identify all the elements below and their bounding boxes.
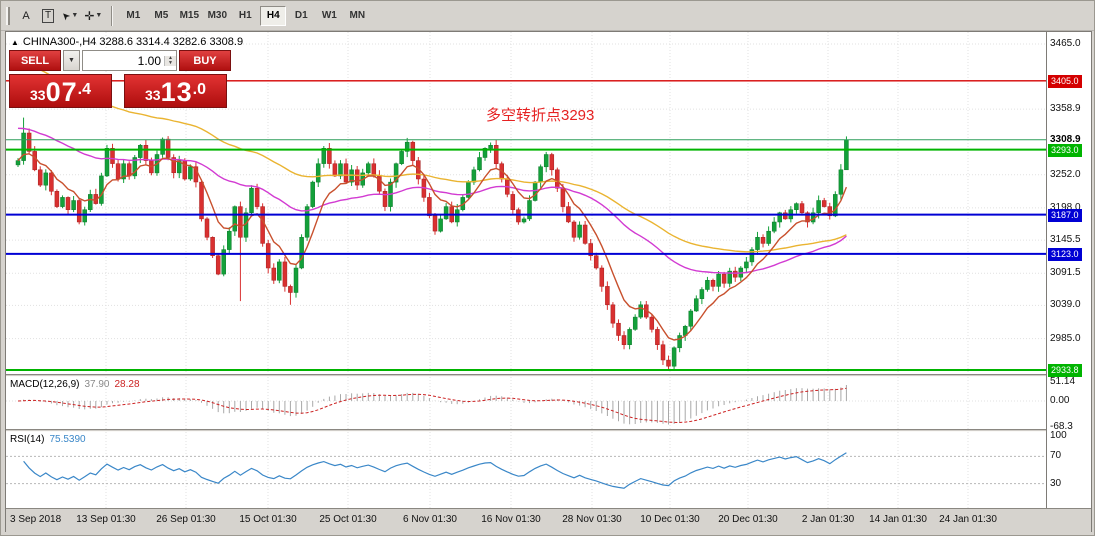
buy-price-prefix: 33 xyxy=(145,87,161,103)
buy-price-big: 13 xyxy=(160,77,193,107)
sell-price-dec: .4 xyxy=(77,81,91,98)
macd-axis-label: 51.14 xyxy=(1050,375,1076,387)
crosshair-icon: ✛ xyxy=(84,8,95,23)
cursor-tool-button[interactable]: ➤ ▼ xyxy=(59,5,81,27)
chart-annotation: 多空转折点3293 xyxy=(486,107,595,124)
tf-button-h1[interactable]: H1 xyxy=(238,10,252,21)
rsi-axis-label: 100 xyxy=(1050,430,1067,441)
rsi-axis-label: 30 xyxy=(1050,477,1062,489)
symbol-ohlc-text: CHINA300-,H4 3288.6 3314.4 3282.6 3308.9 xyxy=(22,36,244,48)
chevron-down-icon: ▼ xyxy=(71,12,79,19)
rsi-panel[interactable]: RSI(14) 75.5390 xyxy=(6,432,1046,508)
one-click-trading-widget: SELL ▼ 1.00 ▲ ▼ BUY 33 07.4 33 13.0 xyxy=(9,50,231,108)
tf-button-m30[interactable]: M30 xyxy=(207,10,228,21)
price-axis-label: 3465.0 xyxy=(1050,38,1081,49)
price-axis-label: 3252.0 xyxy=(1050,168,1081,180)
tf-button-m1[interactable]: M1 xyxy=(126,10,141,21)
sell-price-prefix: 33 xyxy=(30,87,46,103)
time-axis-label: 15 Oct 01:30 xyxy=(239,514,297,525)
time-axis-label: 13 Sep 01:30 xyxy=(76,514,136,525)
sell-button[interactable]: SELL xyxy=(9,50,61,71)
macd-panel[interactable]: MACD(12,26,9) 37.90 28.28 xyxy=(6,377,1046,429)
time-axis[interactable]: 3 Sep 2018 13 Sep 01:30 26 Sep 01:30 15 Oct… xyxy=(6,508,1091,532)
price-level-tag: 3123.0 xyxy=(1048,247,1082,261)
current-price-label: 3308.9 xyxy=(1050,133,1081,145)
candlestick-plot[interactable] xyxy=(6,32,1046,374)
time-axis-label: 3 Sep 2018 xyxy=(10,514,62,525)
spin-up-icon[interactable]: ▲ xyxy=(165,55,176,61)
lot-size-field[interactable]: 1.00 ▲ ▼ xyxy=(82,50,177,71)
panel-resize-handle[interactable] xyxy=(6,429,1091,432)
tf-button-d1[interactable]: D1 xyxy=(294,10,308,21)
time-axis-label: 28 Nov 01:30 xyxy=(562,514,622,525)
buy-price-dec: .0 xyxy=(192,81,206,98)
macd-label: MACD(12,26,9) 37.90 28.28 xyxy=(10,379,140,390)
price-level-tag: 2933.8 xyxy=(1048,363,1082,377)
chart-toolbar: A T ➤ ▼ ✛ ▼ M1 M5 M15 M30 H1 H4 D1 W1 MN xyxy=(1,1,1094,31)
crosshair-tool-button[interactable]: ✛ ▼ xyxy=(81,5,105,27)
macd-axis-label: 0.00 xyxy=(1050,395,1070,406)
rsi-plot[interactable] xyxy=(6,432,1046,508)
price-axis-label: 3198.0 xyxy=(1050,201,1081,213)
time-axis-label: 14 Jan 01:30 xyxy=(869,514,927,525)
chart-area: ▲ CHINA300-,H4 3288.6 3314.4 3282.6 3308… xyxy=(5,31,1092,532)
tf-button-m5[interactable]: M5 xyxy=(154,10,169,21)
time-axis-label: 20 Dec 01:30 xyxy=(718,514,778,525)
letter-t-icon: T xyxy=(41,8,55,23)
price-axis-label: 3358.9 xyxy=(1050,103,1081,115)
lot-size-value: 1.00 xyxy=(137,53,161,68)
macd-axis-label: -68.3 xyxy=(1050,420,1073,432)
time-axis-label: 2 Jan 01:30 xyxy=(801,514,855,525)
panel-resize-handle[interactable] xyxy=(6,374,1091,377)
price-level-tag: 3293.0 xyxy=(1048,143,1082,157)
tf-button-h4[interactable]: H4 xyxy=(260,5,287,26)
rsi-label: RSI(14) 75.5390 xyxy=(10,434,86,445)
toolbar-grip[interactable] xyxy=(6,6,10,25)
price-level-tag: 3187.0 xyxy=(1048,208,1082,222)
time-axis-label: 16 Nov 01:30 xyxy=(481,514,541,525)
chevron-down-icon: ▼ xyxy=(95,12,103,19)
arrow-text-button[interactable]: A xyxy=(15,5,37,27)
text-tool-button[interactable]: T xyxy=(37,5,59,27)
time-axis-label: 10 Dec 01:30 xyxy=(640,514,700,525)
collapse-triangle-icon[interactable]: ▲ xyxy=(11,37,19,47)
chevron-down-icon: ▼ xyxy=(68,57,75,64)
time-axis-label: 24 Jan 01:30 xyxy=(939,514,997,525)
tf-button-w1[interactable]: W1 xyxy=(321,10,337,21)
lot-dropdown-button[interactable]: ▼ xyxy=(63,50,80,71)
spin-down-icon[interactable]: ▼ xyxy=(165,60,176,66)
timeframe-buttons: M1 M5 M15 M30 H1 H4 D1 W1 MN xyxy=(119,5,371,26)
letter-a-icon: A xyxy=(22,9,30,22)
time-axis-label: 25 Oct 01:30 xyxy=(319,514,377,525)
time-axis-label: 26 Sep 01:30 xyxy=(156,514,216,525)
buy-price-box[interactable]: 33 13.0 xyxy=(124,74,227,108)
price-axis-label: 3145.5 xyxy=(1050,234,1081,246)
lot-stepper[interactable]: ▲ ▼ xyxy=(164,55,176,66)
price-axis-label: 2985.0 xyxy=(1050,332,1081,344)
rsi-axis-label: 70 xyxy=(1050,450,1062,462)
chart-title: ▲ CHINA300-,H4 3288.6 3314.4 3282.6 3308… xyxy=(11,36,243,48)
toolbar-separator xyxy=(111,5,114,26)
sell-price-box[interactable]: 33 07.4 xyxy=(9,74,112,108)
macd-plot[interactable] xyxy=(6,377,1046,429)
time-axis-label: 6 Nov 01:30 xyxy=(403,514,457,525)
price-axis-label: 3091.5 xyxy=(1050,267,1081,279)
price-level-tag: 3405.0 xyxy=(1048,74,1082,88)
tf-button-m15[interactable]: M15 xyxy=(179,10,200,21)
main-chart-panel[interactable]: ▲ CHINA300-,H4 3288.6 3314.4 3282.6 3308… xyxy=(6,32,1046,374)
price-axis[interactable]: 3465.0 3358.9 3252.0 3198.0 3145.5 3091.5 3039… xyxy=(1046,32,1091,508)
buy-button[interactable]: BUY xyxy=(179,50,231,71)
cursor-icon: ➤ xyxy=(59,8,74,23)
sell-price-big: 07 xyxy=(45,77,78,107)
price-axis-label: 3039.0 xyxy=(1050,299,1081,311)
tf-button-mn[interactable]: MN xyxy=(349,10,366,21)
